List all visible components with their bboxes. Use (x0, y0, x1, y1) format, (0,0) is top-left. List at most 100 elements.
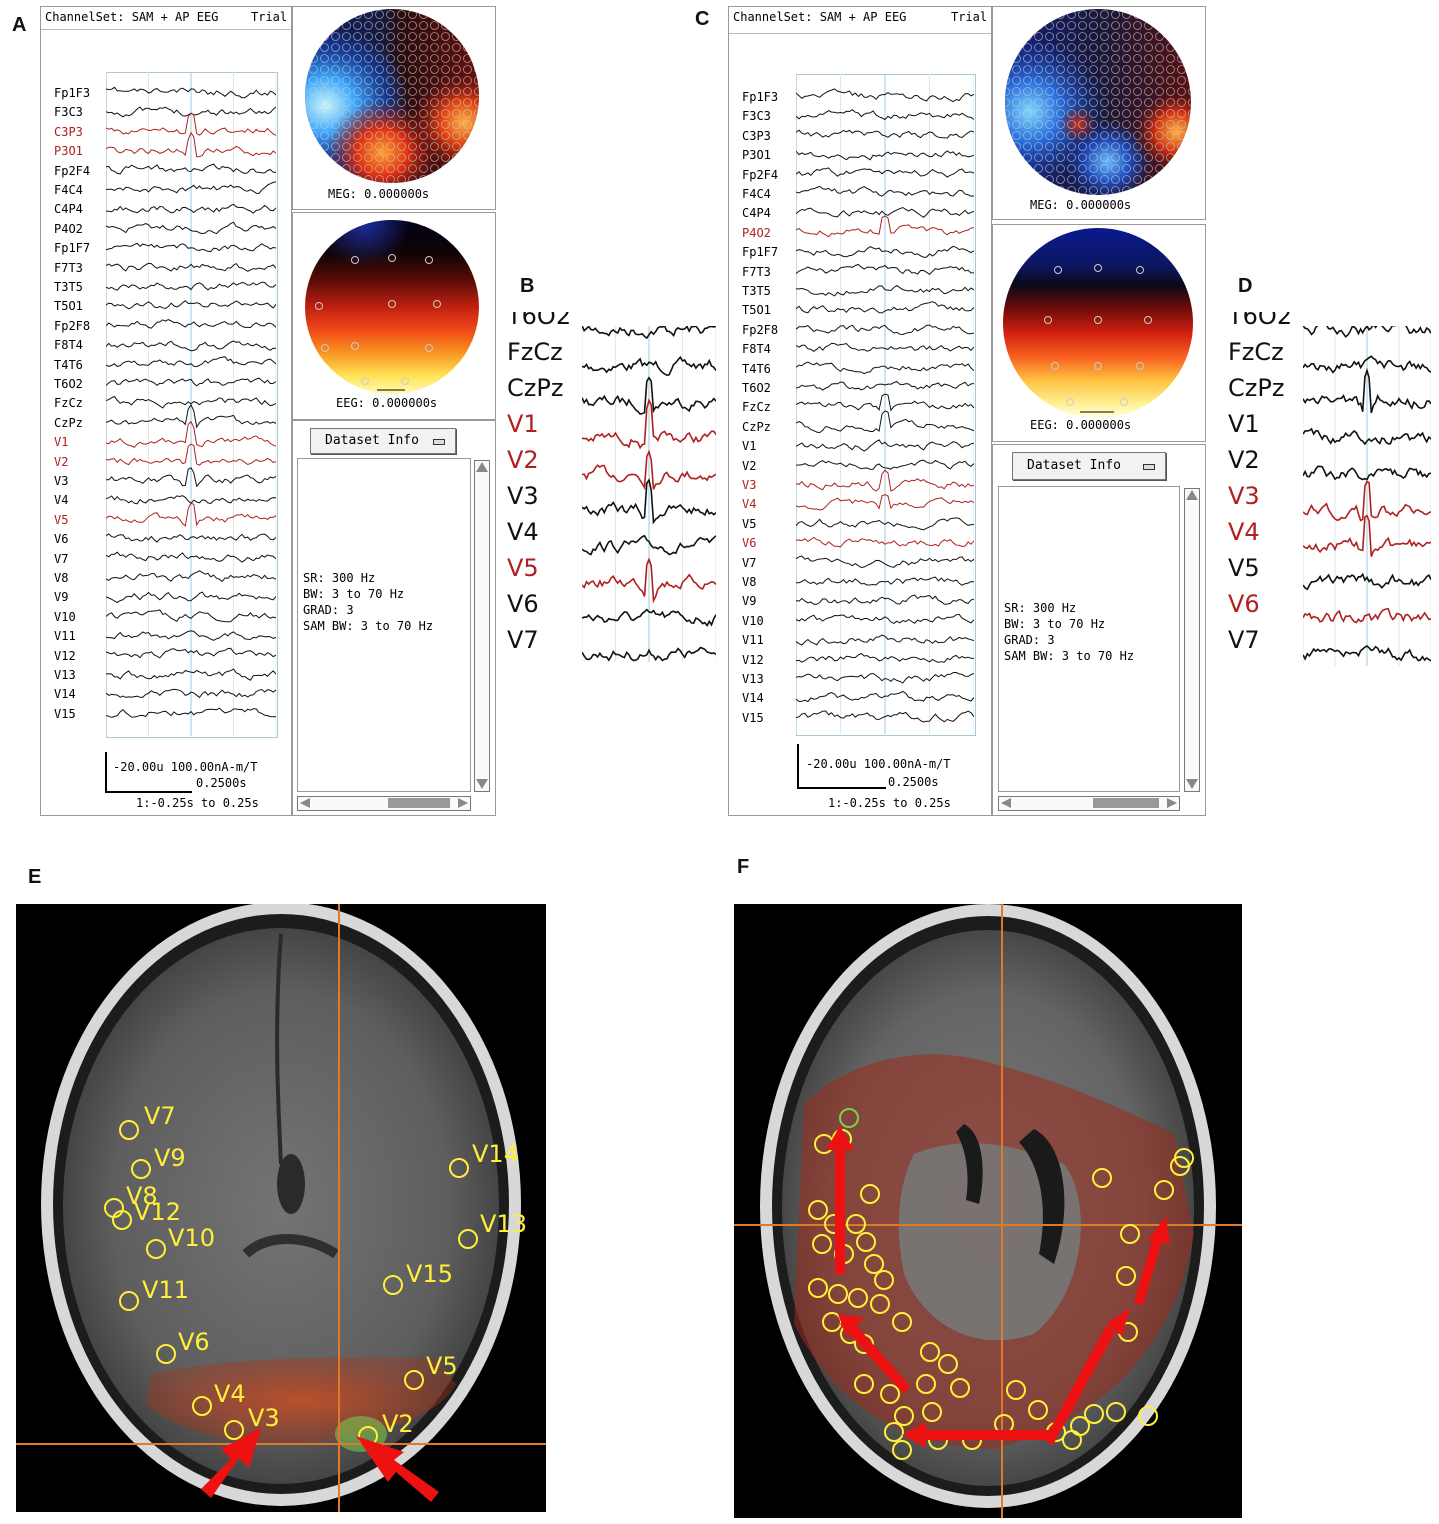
electrode-label-v13: V13 (480, 1210, 527, 1238)
channel-label: V5 (507, 554, 539, 582)
eeg-trace (796, 494, 974, 511)
scale-time-c: 0.2500s (888, 775, 939, 789)
zoom-traces-d (1303, 326, 1431, 666)
scale-amp-c: -20.00u 100.00nA-m/T (806, 757, 951, 771)
eeg-trace (582, 398, 716, 450)
electrode-label-v5: V5 (426, 1352, 458, 1380)
eeg-trace (796, 167, 974, 178)
electrode-label-v14: V14 (472, 1140, 519, 1168)
meg-topomap-a (305, 9, 479, 183)
dataset-info-button-c[interactable]: Dataset Info (1012, 452, 1166, 480)
eeg-topomap-c (1003, 228, 1193, 418)
channel-label: V2 (54, 454, 69, 469)
menu-dropdown-icon (433, 439, 445, 445)
channel-label: V7 (742, 555, 757, 570)
eeg-trace (796, 410, 974, 434)
scroll-up-arrow-icon[interactable] (476, 462, 488, 472)
meg-time-label-a: MEG: 0.000000s (328, 187, 430, 201)
electrode-label-v10: V10 (168, 1224, 215, 1252)
eeg-trace (796, 469, 974, 492)
eeg-trace (106, 609, 276, 623)
channel-label: CzPz (742, 419, 771, 434)
channel-label: T4T6 (742, 361, 771, 376)
eeg-trace (582, 355, 716, 377)
scroll-thumb[interactable] (388, 798, 450, 808)
scroll-down-arrow-icon[interactable] (476, 779, 488, 789)
eeg-trace (582, 449, 716, 491)
vertical-scrollbar-a[interactable] (474, 460, 490, 792)
channel-label: V13 (742, 672, 764, 686)
channel-label: T4T6 (54, 357, 83, 372)
scroll-thumb[interactable] (1093, 798, 1159, 808)
channelset-header: ChannelSet: SAM + AP EEG (45, 10, 219, 24)
channel-label: V11 (54, 629, 76, 644)
channel-label: Fp2F4 (742, 167, 779, 182)
eeg-trace (796, 710, 974, 723)
info-text-box-a (297, 458, 471, 792)
menu-dropdown-icon (1143, 464, 1155, 470)
eeg-trace (1303, 427, 1431, 446)
channel-label: T5O1 (742, 303, 771, 318)
channel-label: V2 (742, 458, 757, 473)
eeg-trace (796, 380, 974, 391)
vertical-scrollbar-c[interactable] (1184, 488, 1200, 792)
mri-axial-image-e: V7 V9 V8 V12 V10 V11 V6 V4 V3 V2 V5 V15 … (16, 904, 546, 1512)
scroll-left-arrow-icon[interactable] (300, 798, 310, 808)
channel-label: P3O1 (54, 144, 83, 159)
channel-label: P3O1 (742, 148, 771, 163)
channel-label: V12 (742, 652, 764, 667)
eeg-trace (1303, 465, 1431, 481)
horizontal-scrollbar-a[interactable] (297, 796, 471, 811)
eeg-trace (106, 551, 276, 563)
scroll-right-arrow-icon[interactable] (458, 798, 468, 808)
eeg-trace (106, 242, 276, 253)
eeg-trace (1303, 326, 1431, 338)
eeg-time-label-c: EEG: 0.000000s (1030, 418, 1132, 432)
scroll-right-arrow-icon[interactable] (1167, 798, 1177, 808)
eeg-trace (796, 185, 974, 197)
channel-label: V3 (742, 478, 757, 492)
time-range-a: 1:-0.25s to 0.25s (136, 796, 259, 810)
zoom-channel-list-b: T6O2 FzCz CzPz V1 V2 V3 V4 V5 V6 V7 (507, 312, 577, 672)
eeg-trace (106, 420, 276, 449)
eeg-trace (796, 613, 974, 624)
scroll-up-arrow-icon[interactable] (1186, 490, 1198, 500)
eeg-trace (106, 262, 276, 272)
dataset-info-button-a[interactable]: Dataset Info (310, 428, 456, 454)
channel-label: FzCz (54, 396, 83, 411)
eeg-trace (106, 203, 276, 214)
eeg-trace (796, 129, 974, 139)
channel-label: V10 (742, 613, 764, 628)
info-window-c (992, 444, 1206, 816)
channel-label: Fp1F3 (54, 86, 91, 100)
channel-label: Fp2F4 (54, 163, 91, 178)
mri-slice-e (16, 904, 546, 1512)
channel-label: C3P3 (742, 128, 771, 143)
eeg-trace (582, 534, 716, 556)
channel-label: V14 (54, 687, 76, 702)
eeg-trace (796, 324, 974, 336)
channel-label: V6 (54, 532, 69, 547)
meg-time-label-c: MEG: 0.000000s (1030, 198, 1132, 212)
eeg-trace (106, 570, 276, 583)
eeg-trace (796, 594, 974, 605)
eeg-trace (796, 361, 974, 375)
time-range-c: 1:-0.25s to 0.25s (828, 796, 951, 810)
scroll-left-arrow-icon[interactable] (1001, 798, 1011, 808)
scroll-down-arrow-icon[interactable] (1186, 779, 1198, 789)
horizontal-scrollbar-c[interactable] (998, 796, 1180, 811)
eeg-trace (796, 245, 974, 258)
eeg-trace (582, 557, 716, 604)
channel-label: T5O1 (54, 299, 83, 314)
eeg-trace (106, 86, 276, 99)
electrode-label-v9: V9 (154, 1144, 186, 1172)
scale-bar-a (105, 752, 192, 793)
mri-slice-f (734, 904, 1242, 1518)
channel-label: V13 (54, 668, 76, 682)
eeg-trace (796, 109, 974, 121)
channel-label: T6O2 (742, 381, 771, 395)
channel-label: V4 (1228, 518, 1260, 546)
eeg-trace (1303, 514, 1431, 557)
eeg-trace (106, 319, 276, 329)
channelset-header: ChannelSet: SAM + AP EEG (733, 10, 907, 24)
